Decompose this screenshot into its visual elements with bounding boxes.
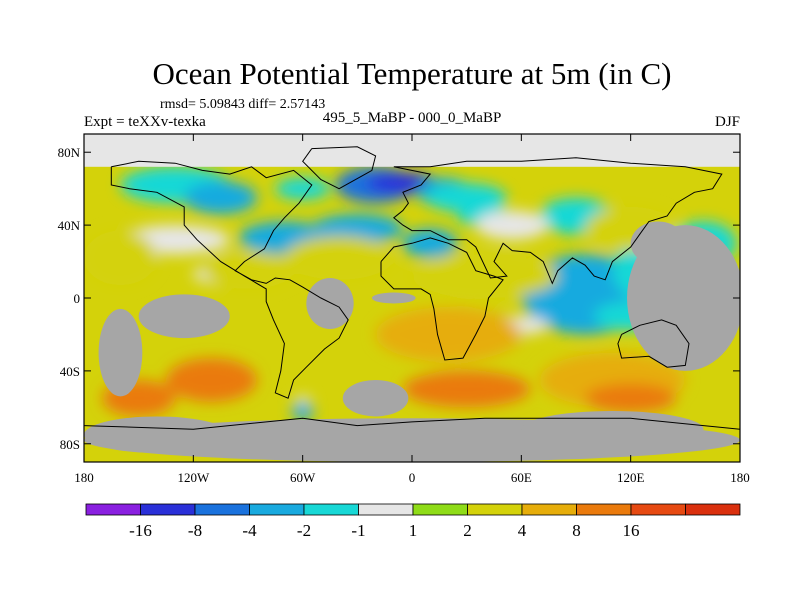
y-tick-label: 40S — [60, 364, 80, 379]
colorbar-label: -2 — [297, 521, 311, 540]
temperature-field — [84, 166, 737, 421]
y-tick-label: 80N — [58, 145, 81, 160]
x-tick-label: 120E — [617, 470, 645, 485]
x-tick-label: 60W — [290, 470, 316, 485]
land-mask-9 — [84, 416, 230, 453]
experiment-label: Expt = teXXv-texka — [84, 114, 206, 130]
colorbar-swatch — [303, 503, 359, 516]
x-tick-label: 120W — [177, 470, 210, 485]
land-mask-3 — [138, 294, 230, 339]
field-blob-2 — [275, 177, 330, 200]
field-blob-22 — [284, 236, 394, 280]
land-mask-1 — [630, 221, 686, 266]
field-blob-31 — [291, 401, 314, 421]
colorbar-label: 4 — [518, 521, 527, 540]
colorbar-swatch — [630, 503, 686, 516]
colorbar-label: -4 — [242, 521, 257, 540]
colorbar-swatch — [85, 503, 141, 516]
coastline-0 — [110, 160, 349, 399]
axis-ticks: 180 120W 60W 0 60E 120E 180 80N 40N 0 40S 80S — [58, 134, 750, 485]
x-tick-label: 60E — [511, 470, 532, 485]
colorbar-label: 1 — [409, 521, 418, 540]
colorbar-swatch — [467, 503, 523, 516]
field-blob-9 — [426, 183, 507, 213]
x-tick-label: 0 — [409, 470, 416, 485]
land-mask-6 — [371, 292, 416, 304]
field-blob-18 — [475, 210, 549, 240]
chart-title: Ocean Potential Temperature at 5m (in C) — [153, 56, 672, 91]
land-mask-8 — [521, 410, 704, 448]
stats-line: rmsd= 5.09843 diff= 2.57143 — [160, 97, 325, 112]
colorbar-label: 8 — [572, 521, 581, 540]
colorbar-label: -16 — [129, 521, 152, 540]
y-tick-label: 0 — [74, 291, 81, 306]
coastline-2 — [393, 157, 723, 285]
x-tick-label: 180 — [74, 470, 94, 485]
field-blob-25 — [375, 307, 522, 362]
coastlines — [84, 146, 740, 430]
colorbar-label: 16 — [623, 521, 640, 540]
x-tick-label: 180 — [730, 470, 750, 485]
field-blob-1 — [184, 181, 258, 215]
colorbar-swatch — [140, 503, 196, 516]
colorbar-swatch — [521, 503, 577, 516]
colorbar-label: -1 — [351, 521, 365, 540]
field-blob-30 — [585, 383, 677, 413]
plot-area — [84, 134, 740, 462]
colorbar-label: 2 — [463, 521, 472, 540]
period-label: 495_5_MaBP - 000_0_MaBP — [323, 110, 502, 126]
colorbar-swatch — [358, 503, 414, 516]
field-blob-32 — [293, 396, 312, 404]
y-tick-label: 40N — [58, 218, 81, 233]
coastline-5 — [84, 417, 740, 430]
field-blob-21 — [202, 252, 294, 289]
colorbar-swatch — [412, 503, 468, 516]
coastline-1 — [302, 146, 377, 190]
colorbar-swatch — [194, 503, 250, 516]
colorbar-swatch — [685, 503, 741, 516]
land-mask-4 — [306, 277, 354, 329]
land-mask-2 — [98, 308, 143, 397]
season-label: DJF — [715, 114, 740, 130]
coastline-4 — [617, 319, 690, 368]
land-mask-5 — [342, 380, 409, 417]
colorbar-label: -8 — [188, 521, 202, 540]
field-blob-8 — [402, 228, 458, 258]
colorbar-swatch — [249, 503, 305, 516]
field-blob-20 — [84, 230, 157, 286]
field-blob-29 — [402, 370, 531, 408]
coastline-3 — [380, 237, 504, 361]
field-blob-7 — [311, 214, 403, 244]
colorbar-swatch — [576, 503, 632, 516]
colorbar: -16 -8 -4 -2 -1 1 2 4 8 16 — [85, 503, 741, 540]
field-blob-23 — [412, 254, 558, 298]
field-blob-28 — [166, 358, 258, 402]
y-tick-label: 80S — [60, 437, 80, 452]
